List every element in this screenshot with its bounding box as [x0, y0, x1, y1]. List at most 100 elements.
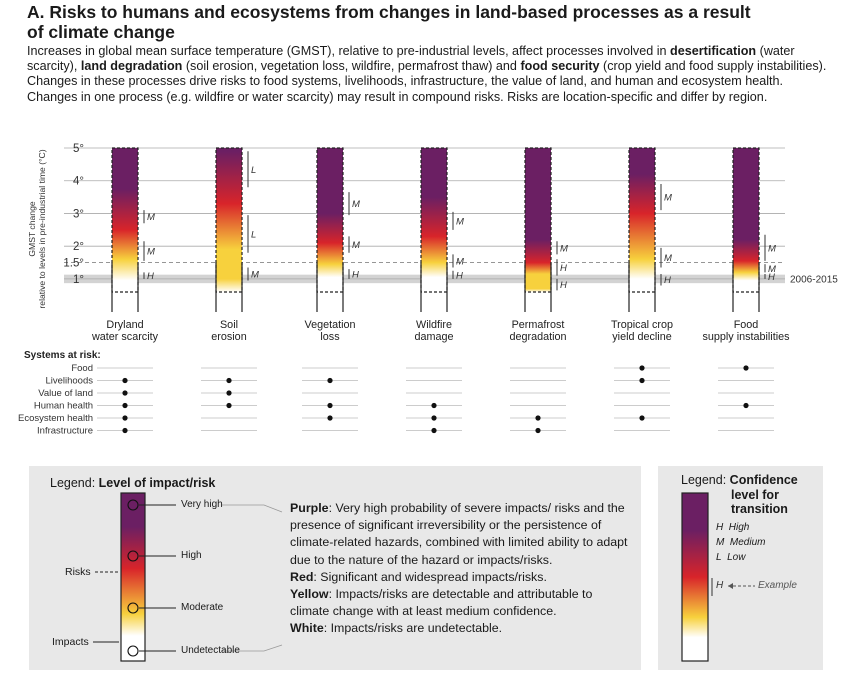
- system-label: Infrastructure: [37, 426, 93, 437]
- level-moderate: Moderate: [181, 602, 224, 613]
- level-circle-marker: [127, 550, 139, 562]
- intro-part-1: Increases in global mean surface tempera…: [27, 44, 671, 58]
- confidence-example-code: H: [716, 580, 724, 591]
- column-label-line-2: water scarcity: [91, 331, 159, 343]
- system-risk-dot: [535, 427, 541, 434]
- confidence-marker-label: M: [352, 240, 360, 251]
- confidence-example-arrowhead: [728, 583, 733, 589]
- impact-legend-title-bold: Level of impact/risk: [98, 476, 216, 490]
- risk-column-dashed-outline: [732, 147, 760, 293]
- y-axis-label-2: relative to levels in pre-industrial tim…: [37, 149, 47, 308]
- column-label-line-2: erosion: [211, 331, 246, 343]
- system-label: Livelihoods: [45, 376, 93, 387]
- reference-band-label: 2006-2015: [790, 274, 838, 285]
- intro-part-4: (crop yield and food supply instabilitie…: [27, 59, 827, 104]
- column-label-line-1: Permafrost: [512, 319, 565, 331]
- system-risk-dot: [327, 402, 333, 409]
- system-risk-dot: [327, 377, 333, 384]
- impact-legend-title: Legend: Level of impact/risk: [50, 476, 215, 490]
- risk-column-dashed-outline: [215, 147, 243, 293]
- column-label-line-1: Food: [734, 319, 759, 331]
- system-label: Food: [71, 363, 93, 374]
- system-risk-dot: [431, 415, 437, 421]
- systems-at-risk-title: Systems at risk:: [24, 350, 101, 361]
- confidence-legend-title: Legend: Confidence level for transition: [681, 473, 798, 517]
- column-label-line-1: Vegetation: [304, 319, 355, 331]
- system-risk-dot: [122, 390, 128, 396]
- confidence-marker-label: H: [560, 280, 567, 291]
- confidence-marker-label: H: [664, 275, 671, 286]
- level-circle-marker: [127, 645, 139, 657]
- confidence-marker-label: H: [456, 270, 463, 281]
- intro-bold-desertification: desertification: [670, 44, 757, 58]
- confidence-marker-label: M: [456, 256, 464, 267]
- impact-legend-description: Purple: Very high probability of severe …: [290, 500, 630, 638]
- y-tick-label: 4°: [73, 176, 84, 188]
- y-tick-label: 5°: [73, 143, 84, 155]
- risk-column-dashed-outline: [628, 147, 656, 293]
- system-risk-dot: [639, 377, 645, 384]
- y-tick-label: 1°: [73, 274, 84, 286]
- impact-legend-title-prefix: Legend:: [50, 476, 99, 490]
- confidence-marker-label: L: [251, 165, 256, 176]
- desc-white: White: Impacts/risks are undetectable.: [290, 620, 630, 637]
- y-tick-label: 3°: [73, 208, 84, 220]
- confidence-marker-label: M: [768, 243, 776, 254]
- column-label-line-1: Wildfire: [416, 319, 452, 331]
- impacts-label: Impacts: [52, 636, 89, 648]
- risk-column-dashed-outline: [420, 147, 448, 293]
- description-connector: [222, 644, 283, 652]
- confidence-legend-title-prefix: Legend:: [681, 473, 730, 487]
- system-label: Human health: [34, 401, 93, 412]
- system-risk-dot: [226, 402, 232, 409]
- y-tick-label: 2°: [73, 241, 84, 253]
- risk-column-dashed-outline: [524, 147, 552, 293]
- confidence-marker-label: M: [147, 212, 155, 223]
- confidence-marker-label: M: [768, 264, 776, 275]
- intro-part-2: (water scarcity),: [27, 44, 795, 74]
- desc-red-bold: Red: [290, 569, 314, 584]
- risk-column-bar: [733, 148, 759, 292]
- confidence-marker-label: M: [352, 199, 360, 210]
- level-undetectable: Undetectable: [181, 645, 240, 656]
- confidence-marker-label: H: [147, 271, 154, 282]
- confidence-example-label: Example: [758, 580, 797, 591]
- figure-title: A. Risks to humans and ecosystems from c…: [27, 2, 827, 42]
- system-risk-dot: [535, 415, 541, 421]
- confidence-marker-label: M: [664, 193, 672, 204]
- risk-column-bar: [317, 148, 343, 292]
- confidence-legend-title-bold-1: Confidence: [729, 473, 798, 487]
- system-risk-dot: [226, 377, 232, 384]
- desc-yellow-bold: Yellow: [290, 587, 329, 602]
- system-label: Value of land: [38, 388, 93, 399]
- confidence-high-code: H: [716, 522, 724, 533]
- level-circle-marker: [127, 499, 139, 511]
- confidence-medium-text: Medium: [729, 537, 766, 548]
- risk-column-dashed-outline: [316, 147, 344, 293]
- desc-white-bold: White: [290, 621, 324, 636]
- column-label-line-2: loss: [320, 331, 340, 343]
- desc-red-text: : Significant and widespread impacts/ris…: [313, 569, 547, 584]
- confidence-marker-label: M: [456, 216, 464, 227]
- y-tick-label: 1.5°: [63, 258, 84, 270]
- desc-purple-bold: Purple: [290, 501, 329, 515]
- risk-column-bar: [629, 148, 655, 292]
- system-risk-dot: [122, 402, 128, 409]
- confidence-marker-label: H: [352, 270, 359, 281]
- impact-legend-bar-outline: [120, 492, 146, 662]
- desc-yellow: Yellow: Impacts/risks are detectable and…: [290, 586, 630, 620]
- confidence-medium: M Medium: [716, 537, 765, 548]
- column-label-line-1: Dryland: [106, 319, 143, 331]
- confidence-legend-title-bold-2: level for: [731, 487, 779, 502]
- system-risk-dot: [327, 415, 333, 421]
- confidence-high-text: High: [728, 522, 750, 533]
- desc-purple: Purple: Very high probability of severe …: [290, 500, 630, 569]
- risk-column-bar: [216, 148, 242, 292]
- system-risk-dot: [743, 365, 749, 371]
- impact-legend-bar: [121, 493, 145, 661]
- system-risk-dot: [122, 377, 128, 384]
- risk-column-bar: [421, 148, 447, 292]
- confidence-high: H High: [716, 522, 749, 533]
- title-line-2: of climate change: [27, 22, 175, 42]
